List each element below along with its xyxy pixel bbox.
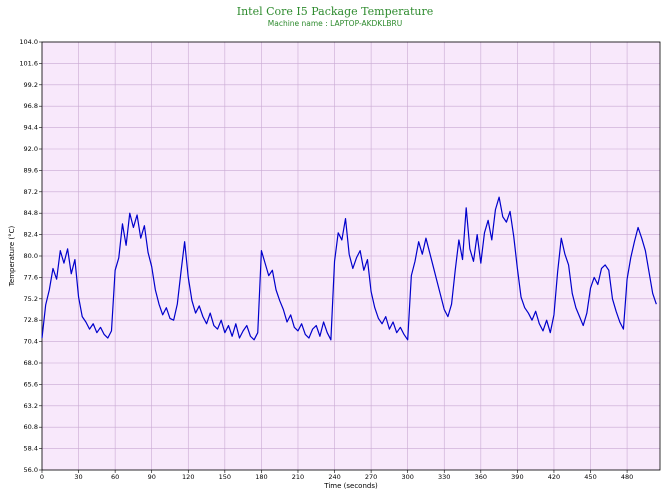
chart-subtitle: Machine name : LAPTOP-AKDKLBRU: [268, 19, 403, 28]
y-tick-label: 72.8: [24, 316, 38, 324]
y-tick-label: 96.8: [24, 102, 38, 110]
y-tick-label: 101.6: [19, 59, 38, 67]
y-tick-label: 63.2: [24, 402, 38, 410]
y-tick-label: 70.4: [24, 338, 38, 346]
x-tick-label: 270: [365, 473, 377, 481]
x-tick-label: 120: [182, 473, 194, 481]
y-axis-label: Temperature (°C): [8, 226, 16, 288]
y-tick-label: 89.6: [24, 166, 38, 174]
x-tick-label: 210: [292, 473, 304, 481]
y-tick-label: 77.6: [24, 273, 38, 281]
temperature-line: [41, 196, 657, 341]
x-tick-label: 90: [148, 473, 156, 481]
x-tick-label: 0: [40, 473, 44, 481]
y-tick-label: 104.0: [19, 38, 38, 46]
y-tick-label: 58.4: [24, 445, 38, 453]
x-tick-label: 300: [401, 473, 413, 481]
chart-title: Intel Core I5 Package Temperature: [237, 5, 433, 18]
x-tick-label: 480: [621, 473, 633, 481]
x-tick-label: 450: [584, 473, 596, 481]
y-tick-label: 60.8: [24, 423, 38, 431]
y-tick-label: 65.6: [24, 380, 38, 388]
x-tick-label: 360: [475, 473, 487, 481]
y-tick-label: 87.2: [24, 188, 38, 196]
x-tick-label: 30: [74, 473, 82, 481]
y-tick-label: 68.0: [24, 359, 38, 367]
x-tick-label: 240: [328, 473, 340, 481]
y-tick-label: 84.8: [24, 209, 38, 217]
x-tick-label: 150: [219, 473, 231, 481]
x-tick-label: 420: [548, 473, 560, 481]
x-tick-label: 390: [511, 473, 523, 481]
x-tick-label: 330: [438, 473, 450, 481]
y-tick-label: 82.4: [24, 231, 38, 239]
y-tick-label: 94.4: [24, 124, 38, 132]
y-tick-label: 80.0: [24, 252, 38, 260]
y-tick-label: 99.2: [24, 81, 38, 89]
plot-frame: [41, 41, 661, 471]
x-tick-label: 180: [255, 473, 267, 481]
y-tick-label: 56.0: [24, 466, 38, 474]
x-tick-label: 60: [111, 473, 119, 481]
y-tick-label: 75.2: [24, 295, 38, 303]
x-axis-label: Time (seconds): [323, 482, 378, 490]
y-tick-label: 92.0: [24, 145, 38, 153]
